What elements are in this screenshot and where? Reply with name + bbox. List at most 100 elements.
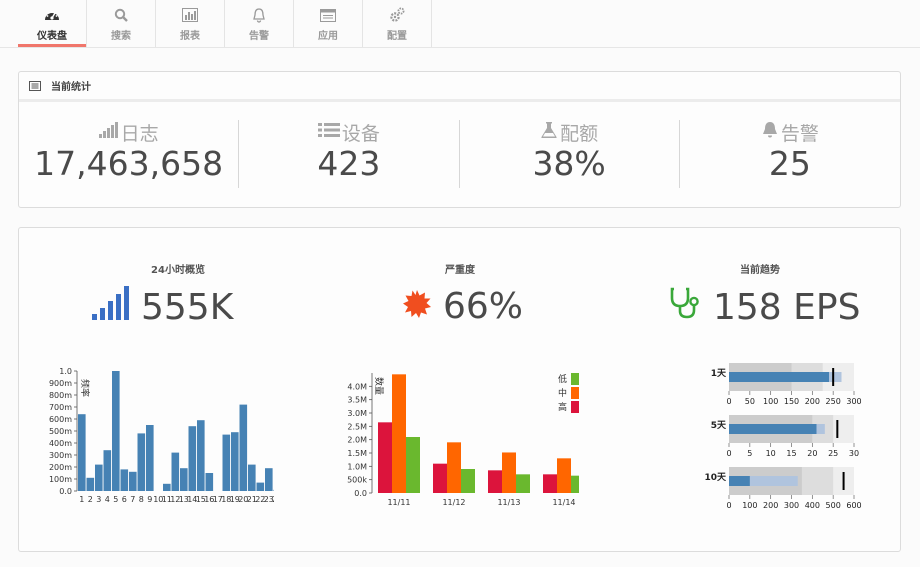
y-tick-label: 3.5M <box>347 396 367 405</box>
overview-metric: 555K <box>92 286 233 329</box>
bullet-tick-label: 400 <box>805 501 820 510</box>
tab-settings[interactable]: 配置 <box>363 0 432 47</box>
x-tick-label: 10 <box>153 495 163 504</box>
trend-bullet-chart: 1天 0 50 100 150 200 250 300 5天 0 5 10 15 20 25 30 10天 0 10… <box>704 363 862 510</box>
x-tick-label: 7 <box>130 495 135 504</box>
severity-metric: 66% <box>403 286 523 327</box>
severity-bar <box>447 442 461 493</box>
histogram-bar <box>146 425 154 491</box>
y-tick-label: 2.0M <box>347 436 367 445</box>
tab-search[interactable]: 搜索 <box>87 0 156 47</box>
trend-metric: 158 EPS <box>669 286 860 329</box>
y-tick-label: 2.5M <box>347 422 367 431</box>
histogram-bar <box>137 433 146 491</box>
y-tick-label: 0.0 <box>354 489 367 498</box>
histogram-bar <box>103 450 112 491</box>
legend-label: 中 <box>558 387 567 399</box>
x-tick-label: 1 <box>79 495 84 504</box>
severity-value: 66% <box>443 286 524 327</box>
bullet-measure <box>729 424 817 434</box>
x-tick-label: 11/11 <box>387 498 410 507</box>
x-tick-label: 6 <box>122 495 127 504</box>
y-axis-label: 数量 <box>373 377 385 395</box>
y-tick-label: 600m <box>49 415 72 424</box>
legend-swatch <box>571 373 579 385</box>
tab-reports[interactable]: 报表 <box>156 0 225 47</box>
bullet-tick-label: 100 <box>742 501 757 510</box>
x-tick-label: 12 <box>170 495 180 504</box>
hourly-frequency-chart: 0.0 100m 200m 300m 400m 500m 600m 700m 800m 900m 1… <box>49 367 274 504</box>
histogram-bar <box>248 464 256 491</box>
nav-divider <box>0 47 920 48</box>
histogram-bar <box>163 483 171 491</box>
tab-alerts[interactable]: 告警 <box>225 0 294 47</box>
bullet-tick-label: 25 <box>828 449 838 458</box>
bullet-tick-label: 200 <box>805 397 820 406</box>
x-tick-label: 11/13 <box>497 498 520 507</box>
overview-value: 555K <box>141 287 234 328</box>
flask-icon <box>540 121 560 144</box>
bullet-measure <box>729 476 798 486</box>
stat-value: 17,463,658 <box>34 144 224 183</box>
stat-logs: 日志 17,463,658 <box>19 120 240 188</box>
y-tick-label: 3.0M <box>347 409 367 418</box>
y-tick-label: 1.0M <box>347 462 367 471</box>
severity-bar <box>433 463 447 493</box>
histogram-bar <box>231 432 239 491</box>
x-tick-label: 4 <box>105 495 110 504</box>
bullet-tick-label: 0 <box>726 397 731 406</box>
y-tick-label: 4.0M <box>347 382 367 391</box>
trend-value: 158 EPS <box>713 287 861 328</box>
histogram-bar <box>86 477 95 491</box>
histogram-bar <box>205 473 214 491</box>
severity-bar <box>378 422 392 493</box>
y-tick-label: 100m <box>49 475 72 484</box>
histogram-bar <box>112 371 120 491</box>
stat-devices: 设备 423 <box>239 120 460 188</box>
list-box-icon <box>29 76 41 95</box>
bullet-tick-label: 600 <box>846 501 861 510</box>
severity-grouped-chart: 0.0 500k 1.0M 1.5M 2.0M 2.5M 3.0M 3.5M 4.0M 数量 11/… <box>347 373 579 507</box>
stat-value: 25 <box>768 144 811 183</box>
x-tick-label: 8 <box>139 495 144 504</box>
severity-bar <box>392 374 406 493</box>
tab-dashboard[interactable]: 仪表盘 <box>18 0 87 47</box>
x-tick-label: 5 <box>113 495 118 504</box>
bullet-tick-label: 15 <box>786 449 796 458</box>
x-tick-label: 13 <box>179 495 189 504</box>
x-tick-label: 15 <box>196 495 206 504</box>
top-nav: 仪表盘 搜索 报表 告警 应用 配置 <box>18 0 432 47</box>
histogram-bar <box>256 482 265 491</box>
bullet-label: 1天 <box>711 368 727 379</box>
overview-title: 24小时概览 <box>151 265 205 276</box>
stat-label: 设备 <box>341 122 380 145</box>
stat-label: 配额 <box>560 122 599 145</box>
stat-value: 38% <box>532 144 606 183</box>
bullet-tick-label: 0 <box>726 501 731 510</box>
histogram-bar <box>78 414 86 491</box>
x-tick-label: 2 <box>88 495 93 504</box>
panel-title: 当前统计 <box>51 82 91 93</box>
charts-panel: 24小时概览 严重度 当前趋势 555K 66% 158 EPS 0.0 100m… <box>18 227 901 552</box>
severity-bar <box>571 475 579 493</box>
stat-alerts: 告警 25 <box>680 120 900 188</box>
x-tick-label: 23 <box>264 495 274 504</box>
bullet-tick-label: 20 <box>807 449 817 458</box>
x-tick-label: 24 <box>272 495 274 504</box>
bullet-label: 5天 <box>711 420 727 431</box>
bullet-measure <box>729 372 829 382</box>
severity-bar <box>461 469 475 493</box>
stat-value: 423 <box>317 144 381 183</box>
bullet-tick-label: 5 <box>747 449 752 458</box>
tab-apps[interactable]: 应用 <box>294 0 363 47</box>
x-tick-label: 11/12 <box>442 498 465 507</box>
search-icon <box>113 7 129 23</box>
legend-swatch <box>571 401 579 413</box>
tab-label: 告警 <box>249 31 269 42</box>
bullet-tick-label: 300 <box>784 501 799 510</box>
legend-label: 低 <box>558 373 567 385</box>
severity-bar <box>516 474 530 493</box>
x-tick-label: 14 <box>187 495 197 504</box>
severity-title: 严重度 <box>445 265 475 276</box>
histogram-bar <box>171 452 180 491</box>
